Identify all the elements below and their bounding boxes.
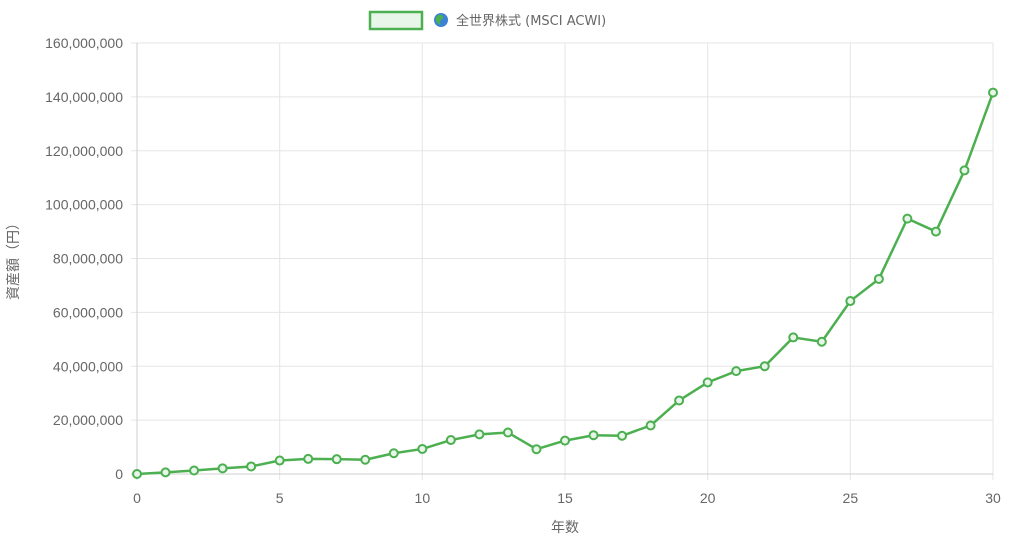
x-tick-label: 0 <box>133 490 141 506</box>
y-tick-label: 100,000,000 <box>45 197 123 213</box>
data-point[interactable] <box>988 87 998 98</box>
data-point[interactable] <box>674 395 685 406</box>
data-point[interactable] <box>702 377 713 388</box>
data-point[interactable] <box>360 454 371 465</box>
series <box>132 87 998 479</box>
x-tick-label: 30 <box>985 490 1001 506</box>
data-point[interactable] <box>331 454 342 465</box>
data-point[interactable] <box>217 463 228 474</box>
data-point[interactable] <box>445 435 456 446</box>
data-point[interactable] <box>246 461 257 472</box>
y-tick-label: 160,000,000 <box>45 35 123 51</box>
x-axis-title: 年数 <box>551 520 579 536</box>
grid <box>131 42 994 480</box>
data-point[interactable] <box>873 273 884 284</box>
y-tick-label: 60,000,000 <box>53 304 123 320</box>
y-tick-label: 140,000,000 <box>45 89 123 105</box>
globe-icon <box>434 13 448 27</box>
legend-label: 全世界株式 (MSCI ACWI) <box>456 13 606 29</box>
data-point[interactable] <box>474 429 485 440</box>
data-point[interactable] <box>388 448 399 459</box>
data-point[interactable] <box>560 435 570 446</box>
data-point[interactable] <box>588 430 599 441</box>
data-point[interactable] <box>303 453 314 464</box>
y-tick-label: 120,000,000 <box>45 143 123 159</box>
data-point[interactable] <box>502 427 513 438</box>
x-tick-label: 10 <box>415 490 431 506</box>
data-point[interactable] <box>132 469 142 479</box>
x-tick-label: 5 <box>276 490 284 506</box>
data-point[interactable] <box>531 444 542 455</box>
x-tick-label: 25 <box>843 490 859 506</box>
data-point[interactable] <box>845 296 856 307</box>
legend-swatch <box>368 10 424 31</box>
data-point[interactable] <box>645 420 656 431</box>
data-point[interactable] <box>731 366 742 377</box>
data-point[interactable] <box>816 336 827 347</box>
data-point[interactable] <box>160 467 171 478</box>
y-tick-label: 0 <box>115 466 123 482</box>
y-axis-title: 資産額（円） <box>6 216 22 300</box>
data-point[interactable] <box>417 443 428 454</box>
data-point[interactable] <box>902 213 913 224</box>
chart-legend[interactable]: 全世界株式 (MSCI ACWI) <box>368 10 606 31</box>
x-tick-label: 15 <box>557 490 573 506</box>
y-tick-label: 80,000,000 <box>53 251 123 267</box>
data-point[interactable] <box>759 361 770 372</box>
x-tick-label: 20 <box>700 490 716 506</box>
data-point[interactable] <box>617 430 628 441</box>
data-point[interactable] <box>189 465 200 476</box>
y-tick-label: 20,000,000 <box>53 412 123 428</box>
data-point[interactable] <box>959 165 970 176</box>
data-point[interactable] <box>274 455 285 466</box>
data-point[interactable] <box>930 226 941 237</box>
axes: 0 20,000,000 40,000,000 60,000,000 80,000,00… <box>45 35 1001 506</box>
data-point[interactable] <box>788 332 799 343</box>
y-tick-label: 40,000,000 <box>53 358 123 374</box>
